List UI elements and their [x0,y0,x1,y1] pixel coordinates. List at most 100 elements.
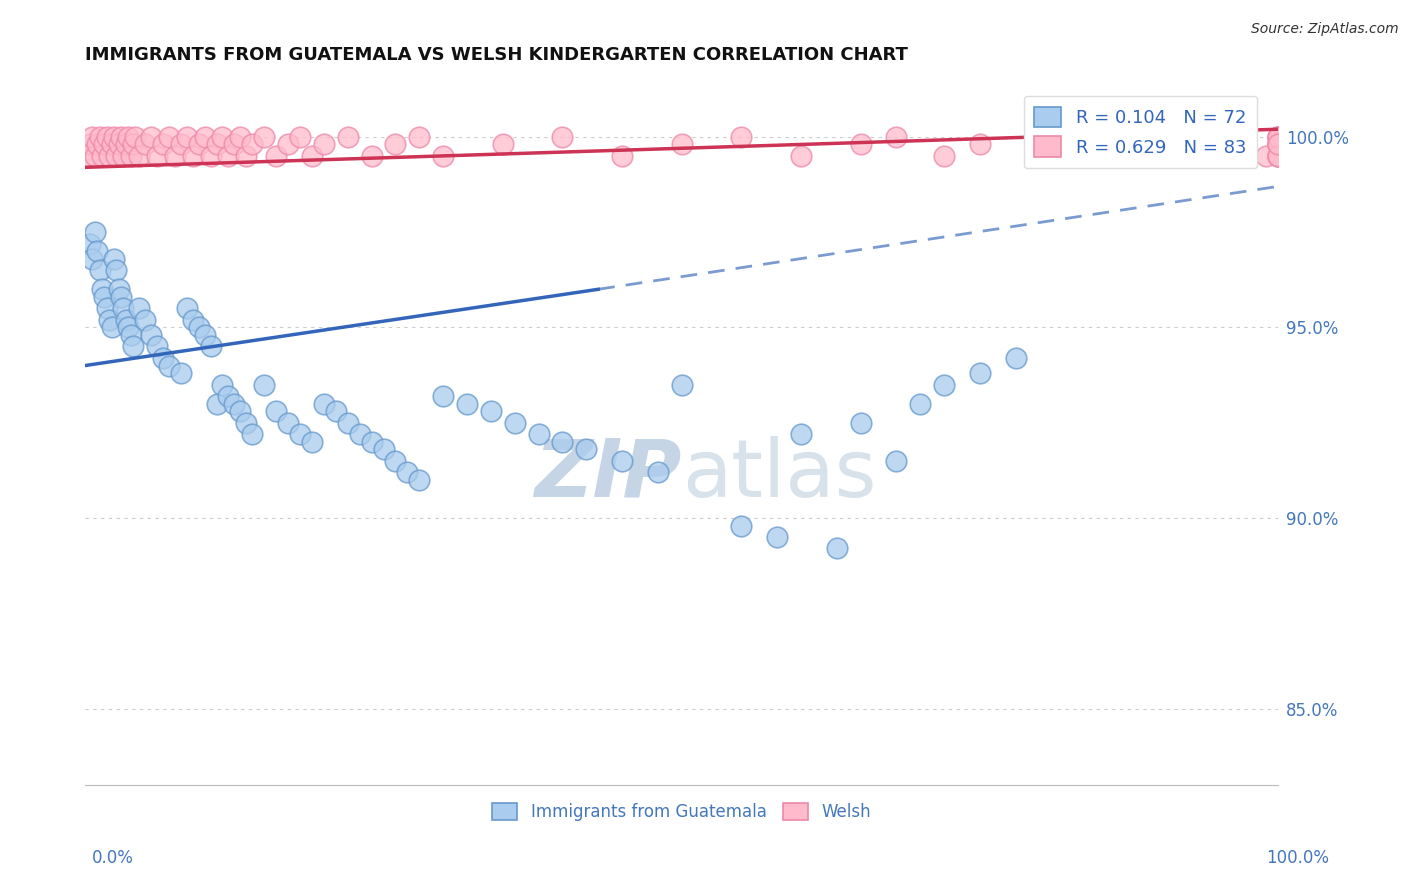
Text: 0.0%: 0.0% [91,849,134,867]
Point [107,282,129,296]
Point [152,137,174,152]
Point [312,137,335,152]
Point [1267,137,1289,152]
Point [194,129,217,144]
Point [610,454,633,468]
Point [86,244,108,259]
Point [1267,137,1289,152]
Point [360,149,382,163]
Point [384,137,406,152]
Point [224,137,246,152]
Point [1267,149,1289,163]
Legend: Immigrants from Guatemala, Welsh: Immigrants from Guatemala, Welsh [484,795,880,830]
Point [98,149,121,163]
Point [194,328,217,343]
Point [1267,149,1289,163]
Point [82,252,104,266]
Point [122,339,145,353]
Point [527,427,550,442]
Point [1232,129,1254,144]
Point [170,137,193,152]
Point [1208,137,1230,152]
Point [83,149,105,163]
Point [103,129,125,144]
Point [336,129,359,144]
Point [253,129,276,144]
Point [1267,137,1289,152]
Point [100,137,122,152]
Point [766,530,789,544]
Point [128,301,150,316]
Point [89,263,111,277]
Point [157,129,180,144]
Point [456,396,478,410]
Point [134,312,156,326]
Point [112,149,135,163]
Point [301,434,323,449]
Point [240,427,263,442]
Point [82,129,104,144]
Point [93,137,115,152]
Point [205,137,228,152]
Point [79,137,101,152]
Point [1028,129,1050,144]
Text: atlas: atlas [682,435,876,514]
Point [117,320,139,334]
Point [146,149,169,163]
Point [163,149,186,163]
Point [187,320,209,334]
Point [969,137,991,152]
Point [124,129,146,144]
Point [176,301,198,316]
Point [325,404,347,418]
Point [96,301,118,316]
Point [1267,129,1289,144]
Point [910,396,932,410]
Point [551,129,574,144]
Point [432,389,454,403]
Point [277,137,299,152]
Point [479,404,502,418]
Point [610,149,633,163]
Point [264,149,287,163]
Point [503,416,526,430]
Point [105,263,128,277]
Point [432,149,454,163]
Point [1267,129,1289,144]
Point [176,129,198,144]
Point [110,290,132,304]
Point [551,434,574,449]
Point [849,416,872,430]
Point [969,366,991,380]
Point [181,149,204,163]
Point [1267,149,1289,163]
Point [211,129,233,144]
Point [492,137,515,152]
Point [849,137,872,152]
Point [157,359,180,373]
Point [825,541,848,556]
Point [139,328,162,343]
Point [120,328,142,343]
Point [217,389,239,403]
Point [122,137,145,152]
Point [647,465,669,479]
Point [1267,129,1289,144]
Point [264,404,287,418]
Point [790,149,813,163]
Point [107,137,129,152]
Point [886,454,908,468]
Point [336,416,359,430]
Point [373,442,395,457]
Point [934,149,956,163]
Point [83,225,105,239]
Point [152,351,174,365]
Point [224,396,246,410]
Point [235,149,257,163]
Point [139,129,162,144]
Point [103,252,125,266]
Point [229,129,252,144]
Point [240,137,263,152]
Point [1267,129,1289,144]
Point [76,149,98,163]
